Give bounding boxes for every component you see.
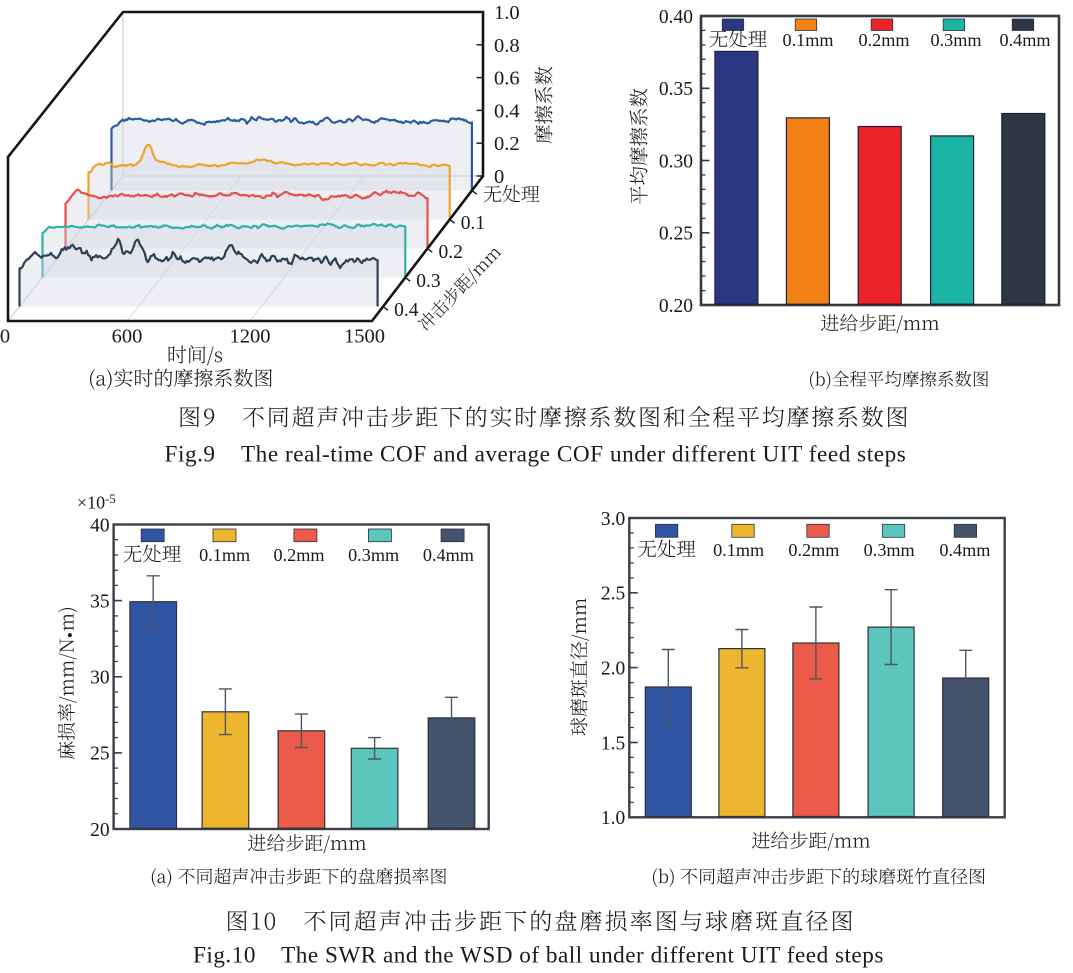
svg-text:Fig.10 The SWR and the WSD: Fig.10 The SWR and the WSD of ball under… — [193, 943, 884, 969]
svg-text:1.0: 1.0 — [494, 2, 520, 24]
svg-text:2.5: 2.5 — [601, 584, 625, 605]
svg-text:0.40: 0.40 — [659, 7, 693, 28]
svg-text:25: 25 — [90, 744, 110, 765]
svg-text:0.1mm: 0.1mm — [199, 545, 250, 565]
svg-text:0.8: 0.8 — [494, 35, 520, 57]
svg-text:1.5: 1.5 — [601, 733, 625, 754]
svg-text:0.2mm: 0.2mm — [273, 545, 324, 565]
svg-text:0.2mm: 0.2mm — [858, 30, 909, 50]
svg-text:0.4mm: 0.4mm — [423, 545, 474, 565]
svg-text:0.3mm: 0.3mm — [864, 540, 915, 560]
svg-text:1.0: 1.0 — [601, 808, 625, 829]
svg-text:0.20: 0.20 — [659, 296, 693, 317]
svg-text:0: 0 — [0, 326, 10, 348]
svg-text:0.2: 0.2 — [494, 133, 520, 155]
svg-text:0.2mm: 0.2mm — [788, 540, 839, 560]
svg-text:0.4mm: 0.4mm — [939, 540, 990, 560]
svg-text:2.0: 2.0 — [601, 658, 625, 679]
svg-text:0.30: 0.30 — [659, 151, 693, 172]
svg-text:0: 0 — [494, 166, 504, 188]
svg-text:0.1mm: 0.1mm — [713, 540, 764, 560]
svg-text:Fig.9 The real-time COF and: Fig.9 The real-time COF and average COF … — [165, 442, 907, 468]
svg-text:0.3: 0.3 — [416, 271, 440, 292]
svg-text:0.6: 0.6 — [494, 68, 520, 90]
svg-text:35: 35 — [90, 591, 110, 612]
svg-text:0.4mm: 0.4mm — [999, 30, 1050, 50]
svg-text:0.1: 0.1 — [461, 213, 485, 234]
svg-text:20: 20 — [90, 820, 110, 841]
svg-text:0.1mm: 0.1mm — [782, 30, 833, 50]
svg-text:0.2: 0.2 — [439, 242, 463, 263]
svg-text:1500: 1500 — [344, 326, 385, 348]
svg-text:0.25: 0.25 — [659, 224, 693, 245]
svg-text:0.35: 0.35 — [659, 79, 693, 100]
svg-text:600: 600 — [112, 326, 143, 348]
svg-text:0.4: 0.4 — [394, 300, 419, 321]
svg-text:40: 40 — [90, 515, 110, 536]
svg-text:1200: 1200 — [230, 326, 271, 348]
svg-text:0.3mm: 0.3mm — [348, 545, 399, 565]
svg-text:30: 30 — [90, 668, 110, 689]
svg-text:0.3mm: 0.3mm — [930, 30, 981, 50]
svg-text:0.4: 0.4 — [494, 100, 520, 122]
svg-text:3.0: 3.0 — [601, 509, 625, 530]
